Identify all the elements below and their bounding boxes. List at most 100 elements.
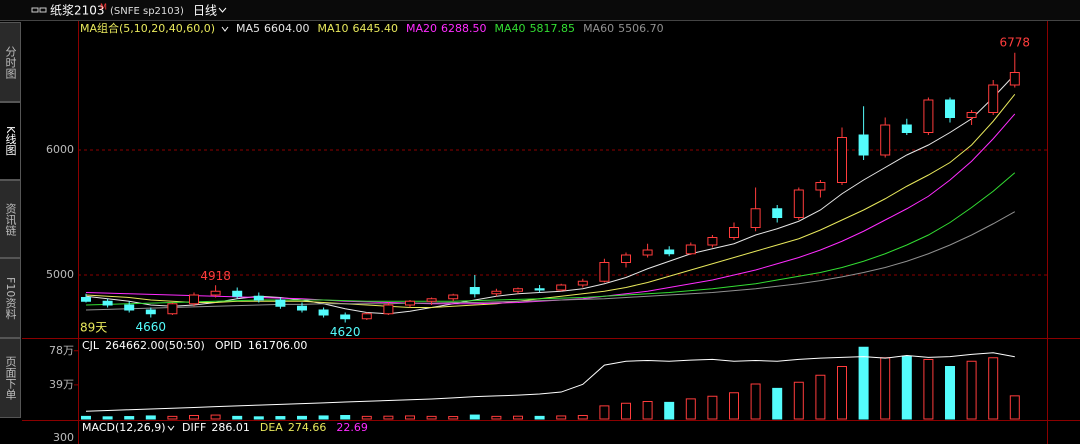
legend-value: 161706.00 [248, 339, 308, 352]
candle-body [426, 298, 437, 302]
legend-name: CJL [82, 339, 100, 352]
period[interactable]: 日线 [193, 4, 217, 18]
candle-body [988, 84, 999, 113]
side-tab[interactable]: K线图 [0, 102, 21, 180]
volume-bar [81, 415, 91, 420]
candle-body [599, 262, 610, 282]
candle-body [102, 300, 113, 306]
volume-bar [966, 360, 977, 420]
volume-bar [793, 381, 804, 420]
legend-value: 5817.85 [530, 22, 576, 35]
volume-bar [145, 415, 156, 420]
volume-bar [361, 415, 372, 420]
volume-bar [469, 414, 480, 420]
candle-body [815, 182, 826, 191]
candle-body [837, 137, 847, 183]
volume-bar [318, 415, 329, 420]
ma-legend: MA20 6288.50 [406, 22, 487, 35]
symbol[interactable]: 纸浆2103 [50, 3, 105, 18]
volume-bar [491, 415, 502, 420]
volume-bar [232, 415, 243, 420]
volume-bar [621, 402, 631, 420]
legend-name: OPID [215, 339, 242, 352]
chevron[interactable] [218, 7, 227, 13]
candle-body [469, 287, 480, 295]
chevron[interactable] [167, 425, 175, 431]
candle-body [534, 288, 545, 291]
volume-bar [556, 415, 567, 420]
y-tick-label: 6000 [46, 143, 74, 156]
legend-value: 274.66 [288, 421, 327, 434]
candle-body [966, 112, 977, 118]
side-tab[interactable]: F10资料 [0, 258, 21, 338]
icon[interactable] [31, 7, 39, 13]
macd-title: MACD(12,26,9) [82, 421, 166, 434]
legend-name: MA60 [583, 22, 614, 35]
ma-line [85, 74, 1016, 315]
candle-body [729, 227, 739, 238]
ma-legend-title[interactable]: MA组合(5,10,20,40,60,0) [80, 21, 215, 35]
candle-body [448, 294, 459, 300]
candle-body [750, 208, 761, 228]
chevron[interactable] [221, 26, 229, 32]
side-tab[interactable]: 资讯链 [0, 180, 21, 258]
code: (SNFE sp2103) [110, 6, 184, 17]
legend-value: 6445.40 [353, 22, 399, 35]
candle-body [405, 300, 415, 306]
y-tick-label: 300 [53, 431, 74, 444]
badge: M [100, 3, 107, 12]
y-tick-label: 39万 [49, 378, 74, 391]
legend-value: 22.69 [336, 421, 368, 434]
volume-bar [1009, 395, 1020, 420]
volume-bar [167, 415, 178, 420]
candle-body [793, 189, 804, 218]
volume-bar [858, 346, 869, 420]
candle-body [621, 254, 631, 263]
candle-body [318, 309, 329, 316]
ma-legend: MA10 6445.40 [318, 22, 399, 35]
volume-bar [577, 415, 588, 420]
ma-line [85, 94, 1016, 308]
extreme-label: 6778 [1000, 35, 1031, 49]
side-tab[interactable]: 分时图 [0, 22, 21, 102]
volume-bar [707, 395, 718, 420]
candle-body [210, 290, 221, 296]
side-tab[interactable]: 页面下单 [0, 338, 21, 418]
candle-body [923, 99, 934, 133]
candle-body [685, 244, 696, 255]
volume-bar [275, 416, 286, 420]
candle-body [642, 249, 653, 256]
volume-legend: CJL 264662.00(50:50) OPID 161706.00 [82, 339, 307, 352]
volume-bar [340, 415, 351, 420]
volume-bar [837, 366, 847, 420]
candle-body [772, 208, 783, 218]
ma-legend: MA40 5817.85 [495, 22, 576, 35]
y-tick-label: 78万 [49, 344, 74, 357]
candle-body [297, 305, 307, 311]
volume-bar [534, 415, 545, 420]
volume-bar [901, 355, 912, 420]
volume-bar [945, 366, 955, 420]
period-label: 89天 [80, 321, 107, 335]
candle-body [189, 294, 199, 305]
candle-body [361, 313, 372, 320]
legend-value: 286.01 [211, 421, 250, 434]
legend-name: MA10 [318, 22, 349, 35]
volume-bar [513, 415, 523, 420]
volume-bar [297, 415, 307, 420]
candle-body [513, 288, 523, 292]
icon[interactable] [39, 7, 47, 13]
candle-body [81, 297, 91, 302]
candle-body [340, 314, 351, 320]
candle-body [275, 299, 286, 307]
volume-bar [664, 401, 675, 420]
volume-bar [815, 374, 826, 420]
volume-bar [189, 415, 199, 420]
candle-body [145, 309, 156, 315]
volume-bar [383, 415, 394, 420]
legend-name: DEA [260, 421, 283, 434]
candle-body [491, 290, 502, 295]
volume-bar [210, 414, 221, 420]
